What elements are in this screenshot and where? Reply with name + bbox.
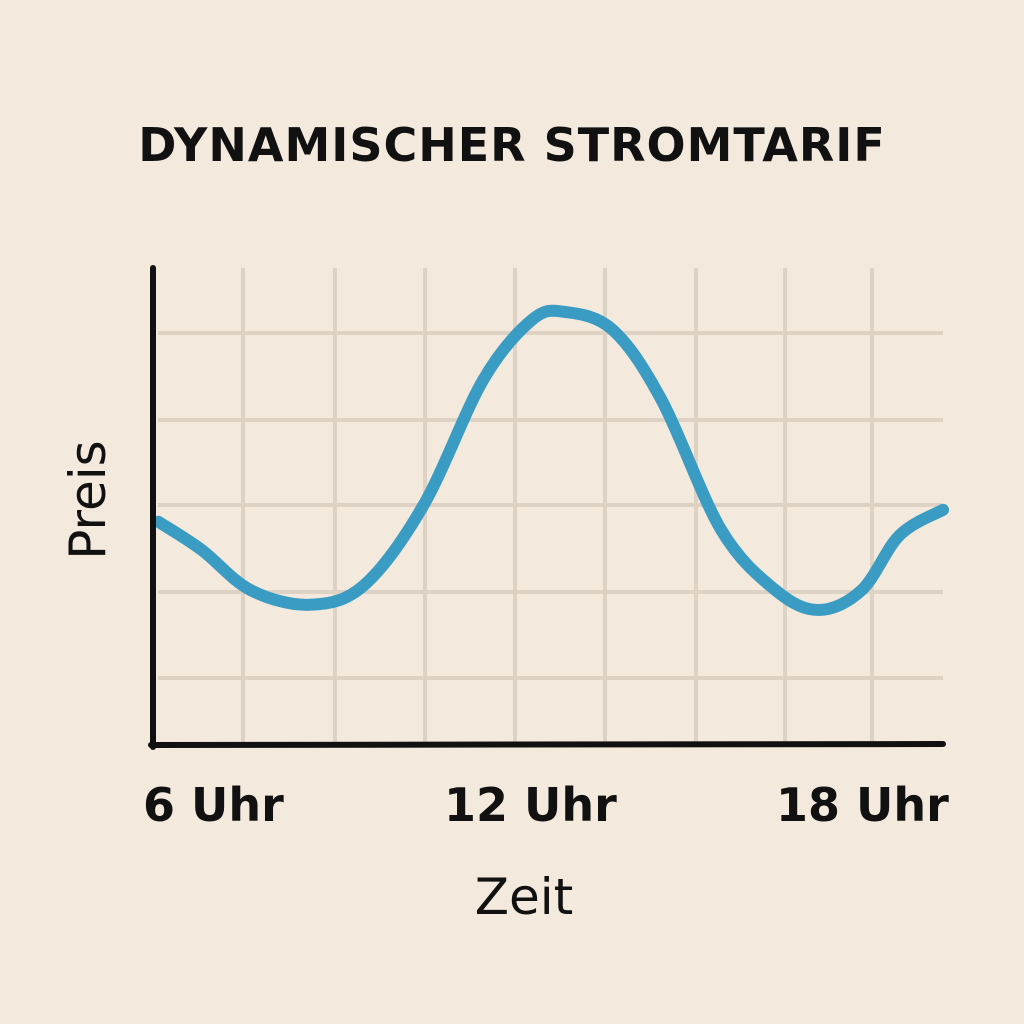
- x-axis: [148, 741, 946, 748]
- price-line: [152, 304, 949, 617]
- y-axis-label: Preis: [59, 440, 117, 560]
- x-tick-label-12: 12 Uhr: [444, 778, 617, 832]
- x-tick-label-6: 6 Uhr: [143, 778, 284, 832]
- x-axis-label: Zeit: [474, 868, 574, 926]
- x-tick-label-18: 18 Uhr: [776, 778, 949, 832]
- chart-title: DYNAMISCHER STROMTARIF: [138, 118, 886, 172]
